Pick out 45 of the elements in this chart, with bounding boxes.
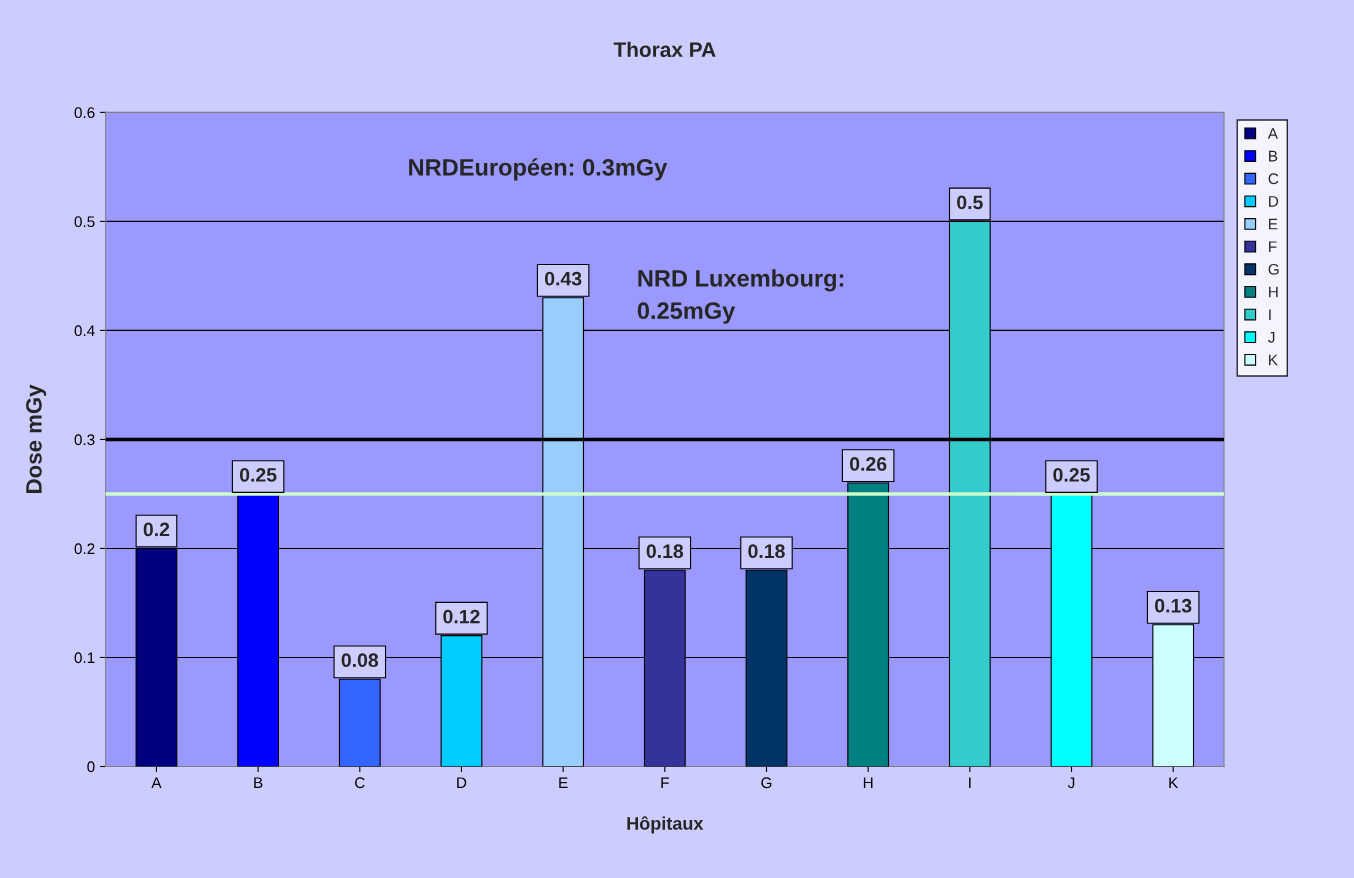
data-label: 0.18 — [646, 544, 684, 559]
legend-label: E — [1269, 218, 1278, 230]
x-tick-label: B — [254, 777, 263, 788]
legend-label: B — [1269, 150, 1278, 162]
data-label: 0.13 — [1155, 598, 1192, 613]
data-label: 0.12 — [443, 609, 480, 624]
y-tick-label: 0.2 — [74, 543, 95, 555]
chart-title: Thorax PA — [613, 41, 716, 58]
y-tick-label: 0.3 — [74, 434, 95, 446]
annotation: NRD Luxembourg: 0.25mGy — [637, 269, 844, 324]
data-label: 0.25 — [239, 468, 277, 482]
y-tick-label: 0.5 — [74, 216, 95, 228]
data-label: 0.2 — [143, 522, 170, 537]
legend-label: G — [1268, 263, 1279, 275]
x-tick-label: K — [1169, 777, 1179, 788]
data-label: 0.25 — [1053, 468, 1090, 482]
data-label: 0.43 — [544, 271, 582, 286]
data-label: 0.5 — [957, 195, 983, 210]
x-tick-label: F — [661, 777, 669, 788]
legend-label: A — [1267, 128, 1278, 139]
data-label: 0.18 — [748, 544, 785, 559]
legend-label: F — [1269, 241, 1277, 252]
x-tick-label: G — [761, 777, 772, 789]
x-tick-label: A — [151, 777, 162, 788]
legend-label: C — [1268, 173, 1279, 185]
legend-label: I — [1269, 309, 1271, 320]
y-axis-title: Dose mGy — [26, 384, 47, 493]
legend-label: D — [1269, 196, 1279, 207]
x-axis-title: Hôpitaux — [627, 816, 704, 834]
x-tick-label: C — [355, 777, 365, 789]
y-tick-label: 0.1 — [74, 652, 95, 664]
x-tick-label: E — [559, 777, 568, 788]
annotation: NRDEuropéen: 0.3mGy — [409, 158, 668, 181]
data-label: 0.26 — [850, 457, 887, 471]
legend-label: J — [1268, 332, 1275, 343]
x-tick-label: I — [969, 777, 971, 788]
data-label: 0.08 — [341, 653, 379, 668]
y-tick-label: 0.4 — [74, 325, 95, 337]
y-tick-label: 0 — [87, 761, 95, 773]
x-tick-label: J — [1067, 777, 1075, 789]
legend-label: K — [1269, 354, 1278, 366]
x-tick-label: D — [457, 777, 467, 788]
legend-label: H — [1269, 286, 1278, 298]
y-tick-label: 0.6 — [74, 107, 95, 119]
x-tick-label: H — [863, 777, 873, 788]
